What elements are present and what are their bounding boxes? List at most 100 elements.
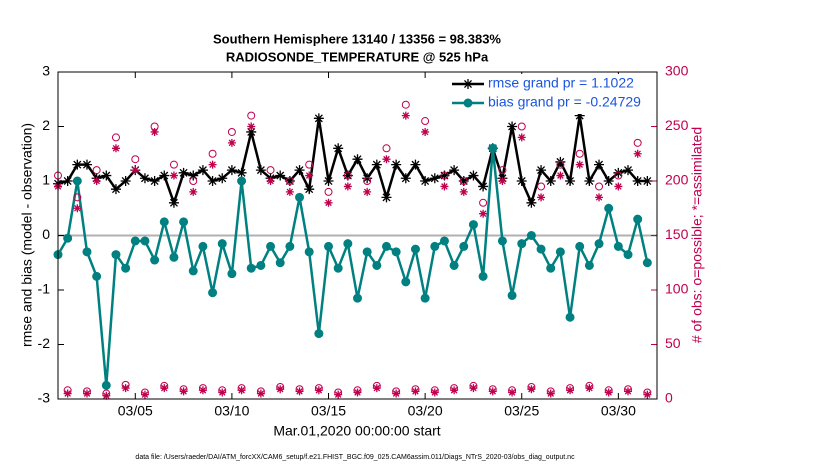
data-point [439,236,449,246]
data-point [343,239,353,249]
y-tick-label: -2 [38,335,51,351]
data-point [449,260,459,270]
y-tick-label: 2 [42,117,50,133]
y2-tick-label: 200 [665,172,689,188]
y-tick-label: 3 [42,63,50,79]
y-tick-label: 0 [42,226,50,242]
data-point [208,149,217,158]
data-point [458,176,469,186]
data-point [584,176,595,186]
data-point [237,386,246,395]
data-point [604,203,614,213]
data-point [459,187,468,196]
data-point [392,389,401,398]
data-point [179,387,188,396]
data-point [120,176,131,186]
data-point [207,176,218,186]
legend-box [448,74,655,114]
data-point [333,143,344,154]
data-point [478,181,489,192]
data-point [102,391,111,400]
data-point [198,241,208,251]
data-point [169,171,178,180]
y2-tick-label: 150 [665,226,689,242]
data-point [256,260,266,270]
data-point [188,170,199,181]
data-point [314,329,324,339]
data-point [459,177,468,185]
data-point [131,166,140,175]
y-tick-label: -3 [38,390,51,406]
data-point [536,244,546,254]
data-point [197,165,208,176]
data-point [400,173,411,184]
data-point [266,241,276,251]
data-point [314,386,323,395]
data-point [160,384,169,393]
data-point [565,312,575,322]
data-point [363,177,372,185]
data-point [614,171,623,180]
data-point [246,126,257,137]
legend-label: bias grand pr = -0.24729 [488,94,641,110]
data-point [410,159,421,170]
y-axis-label: rmse and bias (model - observation) [19,123,35,347]
legend-marker [463,98,473,108]
data-point [237,176,247,186]
data-point [227,127,236,136]
data-point [643,390,652,399]
data-point [140,236,150,246]
data-point [140,390,149,399]
data-point [575,160,584,169]
data-point [469,384,478,393]
data-point [266,177,275,185]
data-point [516,176,527,186]
data-point [595,193,604,202]
data-point [411,387,420,396]
data-point [149,176,160,186]
legend-marker [463,79,473,89]
data-point [488,387,497,396]
y2-tick-label: 0 [665,390,673,406]
data-point [420,293,430,303]
data-point [604,388,613,397]
data-point [566,386,575,395]
y2-tick-label: 250 [665,117,689,133]
data-point [401,111,410,120]
data-point [555,156,566,167]
data-point [343,171,352,180]
data-point [537,193,546,202]
data-point [536,165,547,176]
data-point [468,220,478,230]
data-point [130,236,140,246]
data-point [159,170,170,181]
data-point [439,170,450,181]
data-point [169,160,178,169]
x-tick-label: 03/05 [118,403,153,419]
data-point [284,176,295,186]
data-point [594,239,604,249]
data-point [208,288,218,298]
data-point [178,167,189,178]
data-point [623,165,634,176]
data-point [246,263,256,273]
data-point [324,198,333,207]
data-point [285,177,294,185]
data-point [372,384,381,393]
data-point [440,171,449,180]
data-point [401,277,411,287]
data-point [526,231,536,240]
data-point [498,166,507,175]
data-point [101,170,112,181]
data-point [111,250,121,260]
data-point [139,173,150,184]
data-point [556,160,565,169]
data-point [633,138,642,147]
data-point [623,250,633,260]
data-point [256,389,265,398]
data-point [632,176,643,186]
data-point [401,100,410,109]
data-point [508,388,517,397]
data-point [247,111,256,120]
data-point [498,177,507,185]
